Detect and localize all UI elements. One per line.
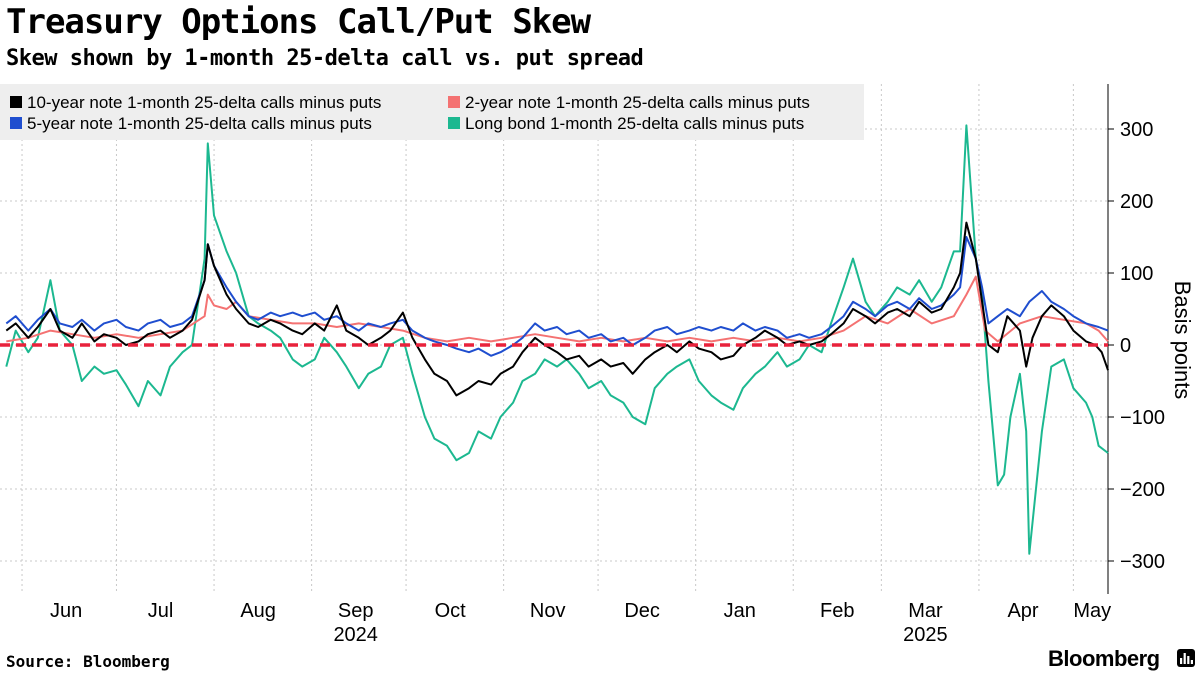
x-tick-label: Dec (624, 600, 660, 622)
x-tick-label: Jun (50, 600, 82, 622)
x-year-label: 2024 (333, 624, 378, 646)
source-note: Source: Bloomberg (6, 652, 170, 671)
brand-logo: Bloomberg (1048, 646, 1160, 671)
x-year-label: 2025 (903, 624, 948, 646)
x-tick-label: Nov (530, 600, 566, 622)
chart-subtitle: Skew shown by 1-month 25-delta call vs. … (6, 46, 644, 71)
y-axis-label: Basis points (1170, 281, 1195, 400)
x-tick-label: Sep (338, 600, 374, 622)
legend-label: 5-year note 1-month 25-delta calls minus… (27, 114, 372, 133)
legend-swatch (10, 117, 22, 129)
x-tick-label: May (1073, 600, 1111, 622)
x-tick-label: Aug (240, 600, 276, 622)
legend-swatch (448, 96, 460, 108)
y-tick-label: −300 (1120, 551, 1165, 573)
y-tick-label: −100 (1120, 407, 1165, 429)
x-tick-label: Jul (148, 600, 174, 622)
y-tick-label: 200 (1120, 191, 1153, 213)
y-tick-label: 0 (1120, 335, 1131, 357)
x-tick-label: Feb (820, 600, 854, 622)
series-line (5, 221, 1109, 397)
x-tick-label: Jan (724, 600, 756, 622)
legend-label: 2-year note 1-month 25-delta calls minus… (465, 93, 810, 112)
x-tick-label: Apr (1007, 600, 1038, 622)
chart-title: Treasury Options Call/Put Skew (6, 2, 591, 42)
bloomberg-icon (1177, 649, 1195, 667)
x-tick-label: Oct (435, 600, 467, 622)
legend-label: 10-year note 1-month 25-delta calls minu… (27, 93, 381, 112)
legend-label: Long bond 1-month 25-delta calls minus p… (465, 114, 804, 133)
x-tick-label: Mar (908, 600, 943, 622)
legend-swatch (448, 117, 460, 129)
legend-swatch (10, 96, 22, 108)
y-tick-label: −200 (1120, 479, 1165, 501)
legend-box (0, 84, 864, 140)
series-line (6, 275, 1109, 343)
y-tick-label: 100 (1120, 263, 1153, 285)
y-tick-label: 300 (1120, 119, 1153, 141)
series-line (5, 124, 1109, 555)
